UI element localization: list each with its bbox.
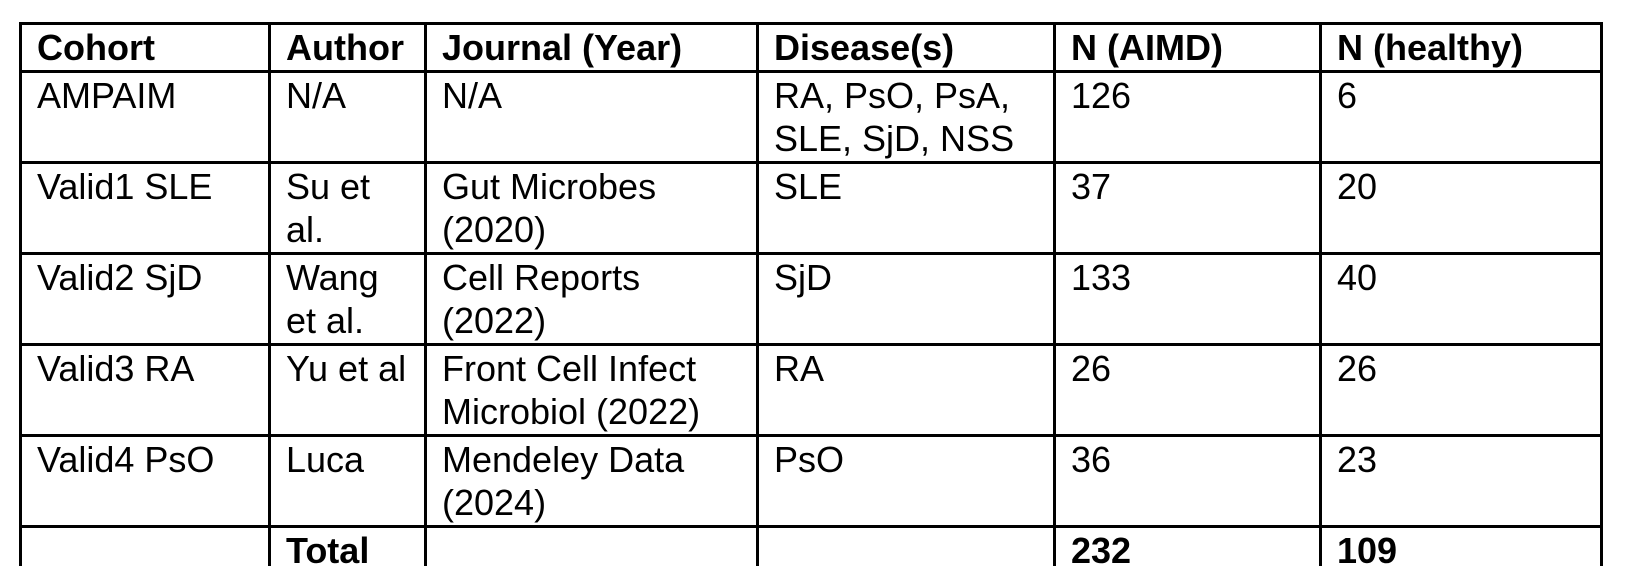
cell-n-aimd: 37 bbox=[1053, 161, 1322, 255]
cell-author: Luca bbox=[268, 434, 427, 528]
cell-cohort: AMPAIM bbox=[19, 70, 271, 164]
cell-n-aimd: 133 bbox=[1053, 252, 1322, 346]
cohort-summary-table: Cohort Author Journal (Year) Disease(s) … bbox=[19, 22, 1603, 566]
cell-cohort-empty bbox=[19, 525, 271, 566]
column-header-diseases: Disease(s) bbox=[756, 22, 1056, 73]
total-n-healthy: 109 bbox=[1319, 525, 1603, 566]
cell-diseases: PsO bbox=[756, 434, 1056, 528]
cell-journal: N/A bbox=[424, 70, 759, 164]
column-header-journal: Journal (Year) bbox=[424, 22, 759, 73]
cell-journal: Front Cell Infect Microbiol (2022) bbox=[424, 343, 759, 437]
cell-diseases: RA bbox=[756, 343, 1056, 437]
column-header-n-healthy: N (healthy) bbox=[1319, 22, 1603, 73]
cell-journal: Cell Reports (2022) bbox=[424, 252, 759, 346]
cell-n-aimd: 36 bbox=[1053, 434, 1322, 528]
cell-cohort: Valid2 SjD bbox=[19, 252, 271, 346]
column-header-cohort: Cohort bbox=[19, 22, 271, 73]
column-header-n-aimd: N (AIMD) bbox=[1053, 22, 1322, 73]
table-row-valid1-sle: Valid1 SLE Su et al. Gut Microbes (2020)… bbox=[19, 161, 1603, 255]
total-row: Total 232 109 bbox=[19, 525, 1603, 566]
cell-n-healthy: 40 bbox=[1319, 252, 1603, 346]
cell-n-healthy: 26 bbox=[1319, 343, 1603, 437]
cell-diseases: SjD bbox=[756, 252, 1056, 346]
table-row-ampaim: AMPAIM N/A N/A RA, PsO, PsA, SLE, SjD, N… bbox=[19, 70, 1603, 164]
table-row-valid2-sjd: Valid2 SjD Wang et al. Cell Reports (202… bbox=[19, 252, 1603, 346]
cell-n-aimd: 126 bbox=[1053, 70, 1322, 164]
column-header-author: Author bbox=[268, 22, 427, 73]
header-row: Cohort Author Journal (Year) Disease(s) … bbox=[19, 22, 1603, 73]
cell-cohort: Valid3 RA bbox=[19, 343, 271, 437]
cell-n-healthy: 20 bbox=[1319, 161, 1603, 255]
table-row-valid4-pso: Valid4 PsO Luca Mendeley Data (2024) PsO… bbox=[19, 434, 1603, 528]
cell-n-aimd: 26 bbox=[1053, 343, 1322, 437]
cell-diseases: RA, PsO, PsA, SLE, SjD, NSS bbox=[756, 70, 1056, 164]
cell-n-healthy: 6 bbox=[1319, 70, 1603, 164]
cell-author: Yu et al bbox=[268, 343, 427, 437]
cell-journal: Gut Microbes (2020) bbox=[424, 161, 759, 255]
total-label: Total bbox=[268, 525, 427, 566]
cell-journal-empty bbox=[424, 525, 759, 566]
cell-diseases: SLE bbox=[756, 161, 1056, 255]
cell-n-healthy: 23 bbox=[1319, 434, 1603, 528]
table-row-valid3-ra: Valid3 RA Yu et al Front Cell Infect Mic… bbox=[19, 343, 1603, 437]
cell-cohort: Valid1 SLE bbox=[19, 161, 271, 255]
cell-disease-empty bbox=[756, 525, 1056, 566]
cell-author: N/A bbox=[268, 70, 427, 164]
cell-journal: Mendeley Data (2024) bbox=[424, 434, 759, 528]
cell-cohort: Valid4 PsO bbox=[19, 434, 271, 528]
cell-author: Wang et al. bbox=[268, 252, 427, 346]
cell-author: Su et al. bbox=[268, 161, 427, 255]
total-n-aimd: 232 bbox=[1053, 525, 1322, 566]
